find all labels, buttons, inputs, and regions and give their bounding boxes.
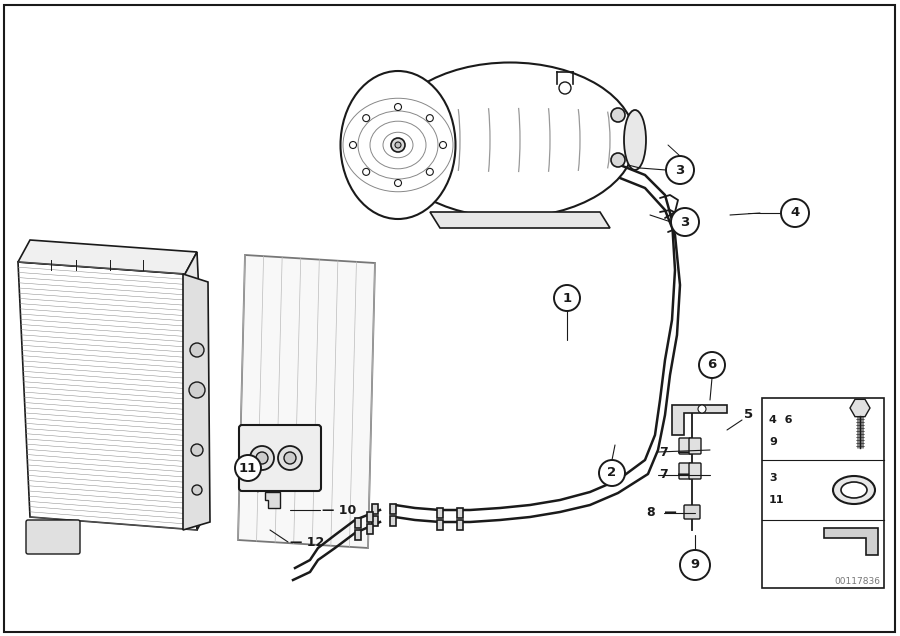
Text: 6: 6 — [707, 359, 716, 371]
Circle shape — [278, 446, 302, 470]
Circle shape — [698, 405, 706, 413]
Text: — 12: — 12 — [290, 536, 324, 548]
Text: 3: 3 — [769, 473, 777, 483]
FancyBboxPatch shape — [355, 530, 361, 540]
Polygon shape — [238, 255, 375, 548]
Circle shape — [363, 114, 370, 121]
FancyBboxPatch shape — [457, 520, 463, 530]
Text: 2: 2 — [608, 466, 616, 480]
Circle shape — [611, 153, 625, 167]
Ellipse shape — [340, 71, 455, 219]
Text: 4: 4 — [790, 207, 799, 219]
Text: 7  —: 7 — — [660, 445, 690, 459]
Circle shape — [349, 141, 356, 148]
Circle shape — [395, 142, 401, 148]
Ellipse shape — [385, 62, 635, 218]
Text: 9: 9 — [690, 558, 699, 572]
Circle shape — [192, 485, 202, 495]
Circle shape — [427, 169, 433, 176]
FancyBboxPatch shape — [372, 516, 378, 526]
Circle shape — [599, 460, 625, 486]
Ellipse shape — [833, 476, 875, 504]
FancyBboxPatch shape — [372, 504, 378, 514]
Text: 5: 5 — [744, 408, 753, 422]
Polygon shape — [265, 492, 280, 508]
Circle shape — [191, 444, 203, 456]
Text: 11: 11 — [769, 495, 785, 505]
Ellipse shape — [841, 482, 867, 498]
FancyBboxPatch shape — [355, 518, 361, 528]
FancyBboxPatch shape — [390, 516, 396, 526]
Circle shape — [235, 455, 261, 481]
Circle shape — [284, 452, 296, 464]
Text: 00117836: 00117836 — [834, 577, 880, 586]
Circle shape — [781, 199, 809, 227]
Text: 4  6: 4 6 — [769, 415, 793, 425]
Circle shape — [699, 352, 725, 378]
Circle shape — [256, 452, 268, 464]
FancyBboxPatch shape — [689, 438, 701, 454]
FancyBboxPatch shape — [390, 504, 396, 514]
Polygon shape — [183, 274, 210, 530]
Circle shape — [666, 156, 694, 184]
FancyBboxPatch shape — [684, 505, 700, 519]
Text: 11: 11 — [238, 462, 257, 474]
Polygon shape — [824, 528, 878, 555]
Circle shape — [250, 446, 274, 470]
Polygon shape — [672, 405, 727, 435]
Polygon shape — [18, 262, 197, 530]
Polygon shape — [18, 240, 197, 274]
Text: — 10: — 10 — [322, 504, 356, 516]
Circle shape — [671, 208, 699, 236]
FancyBboxPatch shape — [367, 524, 373, 534]
FancyBboxPatch shape — [679, 438, 691, 454]
FancyBboxPatch shape — [239, 425, 321, 491]
Circle shape — [439, 141, 446, 148]
FancyBboxPatch shape — [689, 463, 701, 479]
FancyBboxPatch shape — [26, 520, 80, 554]
FancyBboxPatch shape — [367, 512, 373, 522]
FancyBboxPatch shape — [457, 508, 463, 518]
Circle shape — [394, 179, 401, 186]
Circle shape — [611, 108, 625, 122]
Ellipse shape — [624, 110, 646, 170]
FancyBboxPatch shape — [679, 463, 691, 479]
Polygon shape — [185, 252, 209, 530]
Polygon shape — [430, 212, 610, 228]
Circle shape — [363, 169, 370, 176]
FancyBboxPatch shape — [437, 520, 443, 530]
Text: 9: 9 — [769, 437, 777, 447]
Text: 3: 3 — [675, 163, 685, 177]
Circle shape — [559, 82, 571, 94]
Circle shape — [680, 550, 710, 580]
Circle shape — [190, 343, 204, 357]
FancyBboxPatch shape — [762, 398, 884, 588]
Text: 3: 3 — [680, 216, 689, 228]
FancyBboxPatch shape — [437, 508, 443, 518]
Text: 7  —: 7 — — [660, 469, 690, 481]
Circle shape — [554, 285, 580, 311]
Text: 8  —: 8 — — [647, 506, 677, 520]
Circle shape — [427, 114, 433, 121]
Circle shape — [394, 104, 401, 111]
Circle shape — [189, 382, 205, 398]
Text: 1: 1 — [562, 291, 572, 305]
Circle shape — [391, 138, 405, 152]
